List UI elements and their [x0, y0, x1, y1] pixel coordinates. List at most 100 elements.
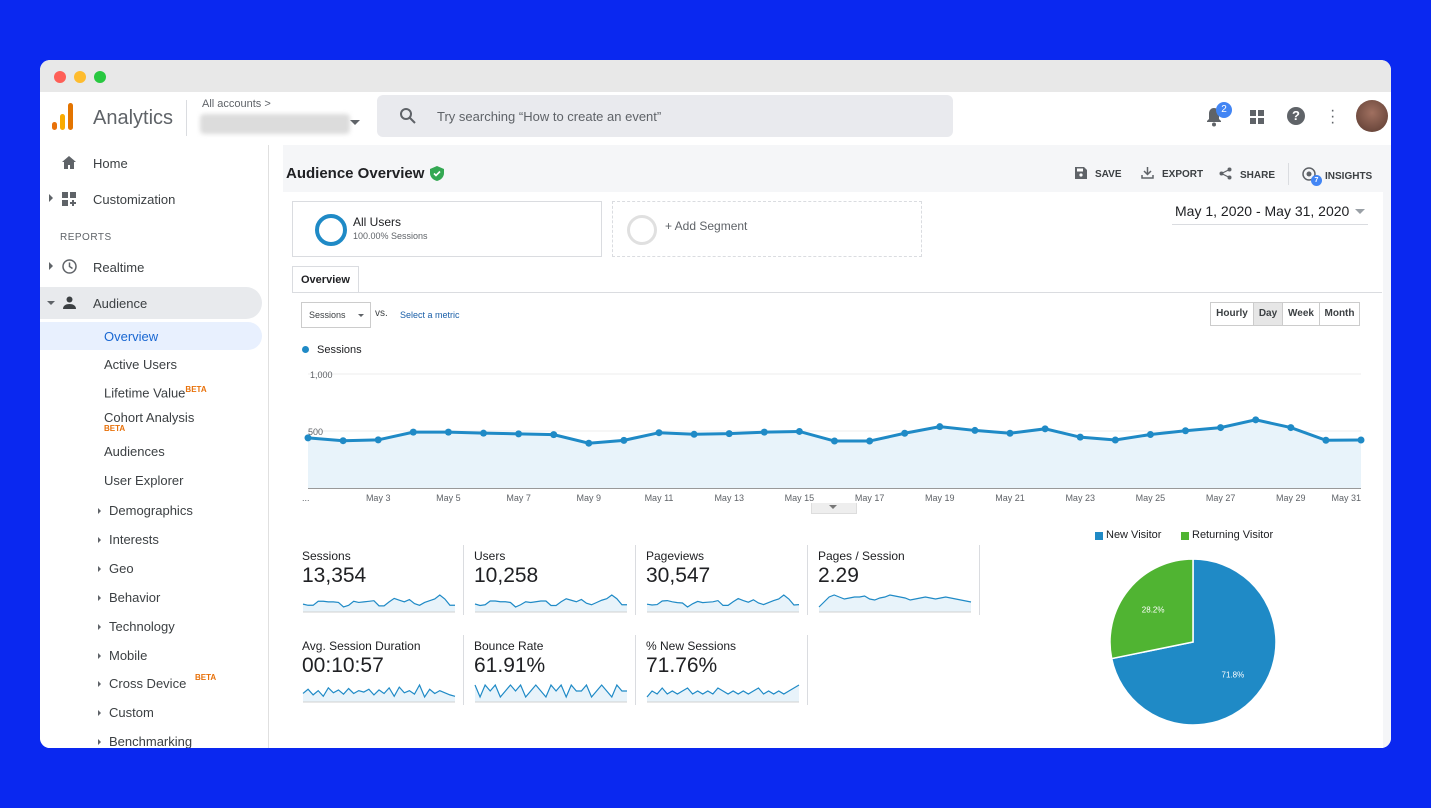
metric--new-sessions: % New Sessions 71.76% [646, 639, 806, 709]
minimize-window-button[interactable] [74, 71, 86, 83]
expand-arrow-icon [98, 508, 101, 514]
sparkline-line [646, 684, 800, 698]
add-segment-button[interactable]: + Add Segment [612, 201, 922, 257]
sidebar-item-demographics[interactable]: Demographics [40, 502, 262, 524]
data-point [1006, 429, 1014, 437]
sidebar-item-label: Technology [109, 619, 175, 634]
sidebar-item-lifetime-value[interactable]: Lifetime ValueBETA [104, 385, 207, 400]
sparkline-area [647, 595, 799, 612]
sidebar-item-interests[interactable]: Interests [40, 531, 262, 553]
pie-legend: New Visitor Returning Visitor [1091, 529, 1311, 545]
y-tick-label: 1,000 [310, 370, 333, 380]
sidebar-item-cohort-analysis[interactable]: Cohort Analysis BETA [104, 410, 194, 440]
sidebar-item-audience[interactable]: Audience [40, 287, 262, 319]
sidebar-item-user-explorer[interactable]: User Explorer [104, 473, 184, 488]
granularity-day-button[interactable]: Day [1253, 302, 1283, 326]
sidebar-item-label: Customization [93, 192, 176, 207]
insights-count-badge: 7 [1311, 175, 1322, 186]
x-tick-label: May 3 [366, 493, 391, 503]
sidebar-item-cross-device[interactable]: Cross Device BETA [40, 673, 262, 697]
sidebar-item-mobile[interactable]: Mobile [40, 647, 262, 669]
sidebar-item-audiences[interactable]: Audiences [104, 444, 165, 459]
expand-arrow-icon [98, 595, 101, 601]
segment-all-users[interactable]: All Users 100.00% Sessions [292, 201, 602, 257]
metric-label: Pages / Session [818, 549, 905, 563]
data-point [1287, 424, 1295, 432]
granularity-hourly-button[interactable]: Hourly [1210, 302, 1254, 326]
x-tick-label: May 27 [1206, 493, 1236, 503]
maximize-window-button[interactable] [94, 71, 106, 83]
help-icon[interactable]: ? [1287, 107, 1305, 125]
sidebar-item-label: Cohort Analysis [104, 410, 195, 425]
data-point [1041, 425, 1049, 433]
data-point [936, 423, 944, 431]
sidebar-item-geo[interactable]: Geo [40, 560, 262, 582]
sidebar-item-custom[interactable]: Custom [40, 704, 262, 726]
sidebar-item-label: Realtime [93, 260, 145, 275]
granularity-month-button[interactable]: Month [1319, 302, 1360, 326]
data-point [1217, 424, 1225, 432]
date-range-label: May 1, 2020 - May 31, 2020 [1175, 203, 1350, 219]
metric-sparkline [646, 594, 800, 613]
granularity-week-button[interactable]: Week [1282, 302, 1320, 326]
pie-slice-new-visitor[interactable] [1110, 558, 1277, 726]
insights-button[interactable]: INSIGHTS 7 [1302, 167, 1372, 186]
vs-label: vs. [375, 308, 388, 319]
export-button[interactable]: EXPORT [1141, 167, 1203, 180]
tab-overview[interactable]: Overview [292, 266, 359, 293]
data-point [971, 426, 979, 434]
account-breadcrumb[interactable]: All accounts > [202, 98, 271, 110]
data-point [515, 430, 523, 438]
sidebar-item-overview[interactable]: Overview [40, 322, 262, 350]
metric-label: % New Sessions [646, 639, 737, 653]
account-dropdown-icon[interactable] [350, 120, 360, 125]
data-point [690, 430, 698, 438]
sidebar-item-label: Mobile [109, 648, 148, 663]
legend-returning-visitor: Returning Visitor [1192, 529, 1274, 541]
date-range-picker[interactable]: May 1, 2020 - May 31, 2020 [1172, 202, 1368, 225]
data-point [866, 437, 874, 445]
metric-sparkline [474, 683, 627, 703]
pie-slice-label: 28.2% [1142, 605, 1165, 614]
x-tick-label: May 7 [506, 493, 531, 503]
metric-divider [463, 545, 464, 615]
sidebar-item-home[interactable]: Home [40, 147, 262, 179]
avatar[interactable] [1356, 100, 1388, 132]
share-button[interactable]: SHARE [1219, 167, 1275, 181]
tab-underline [292, 292, 1382, 293]
data-point [480, 429, 487, 437]
empty-segment-ring-icon [627, 215, 657, 245]
data-point [339, 437, 347, 445]
select-metric-link[interactable]: Select a metric [400, 310, 460, 320]
metric-avg-session-duration: Avg. Session Duration 00:10:57 [302, 639, 462, 709]
close-window-button[interactable] [54, 71, 66, 83]
title-bar [40, 60, 1391, 92]
account-breadcrumb-label: All accounts [202, 98, 262, 110]
x-tick-label: May 25 [1136, 493, 1166, 503]
x-tick-label: ... [302, 493, 310, 503]
segment-name: All Users [353, 215, 402, 229]
save-icon [1075, 167, 1087, 179]
sparkline-line [818, 594, 972, 608]
search-bar[interactable]: Try searching “How to create an event” [377, 95, 953, 137]
sidebar-item-behavior[interactable]: Behavior [40, 589, 262, 611]
x-tick-label: May 15 [785, 493, 815, 503]
analytics-logo-icon[interactable] [52, 102, 78, 130]
segment-subtitle: 100.00% Sessions [353, 231, 428, 241]
sidebar-item-realtime[interactable]: Realtime [40, 251, 262, 283]
sidebar-item-technology[interactable]: Technology [40, 618, 262, 640]
account-name-blurred[interactable] [200, 114, 350, 134]
sidebar-item-customization[interactable]: Customization [40, 183, 262, 215]
metric-select[interactable]: Sessions [301, 302, 371, 328]
apps-grid-icon[interactable] [1250, 110, 1264, 124]
pie-slice-returning-visitor[interactable] [1109, 558, 1194, 660]
save-button[interactable]: SAVE [1075, 167, 1122, 180]
verified-shield-icon [430, 166, 444, 181]
x-tick-label: May 11 [645, 493, 674, 503]
more-vert-icon[interactable]: · · · [1330, 102, 1336, 131]
x-tick-label: May 23 [1065, 493, 1095, 503]
data-point [304, 434, 312, 442]
metric-sparkline [646, 684, 800, 703]
sidebar-item-active-users[interactable]: Active Users [104, 357, 177, 372]
sidebar-item-benchmarking[interactable]: Benchmarking [40, 733, 262, 748]
